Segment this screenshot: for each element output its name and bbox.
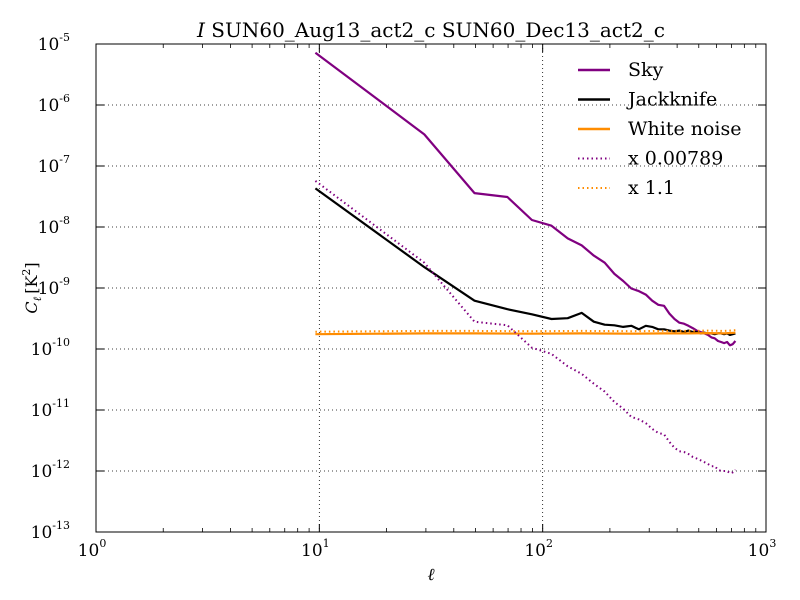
legend-label: x 0.00789 bbox=[628, 148, 723, 170]
x-tick-label: 102 bbox=[524, 537, 553, 561]
axis-tick-labels: 100 101 102 103 10-5 10-6 10-7 10-8 10-9 10-10 10-… bbox=[31, 31, 777, 561]
series-line-x-1-1 bbox=[315, 329, 736, 333]
y-tick-label: 10-13 bbox=[31, 519, 70, 543]
y-tick-label: 10-8 bbox=[38, 214, 70, 238]
y-tick-label: 10-10 bbox=[31, 336, 70, 360]
plot-area bbox=[96, 44, 766, 532]
series-line-x-0-00789 bbox=[314, 180, 737, 475]
legend-label: Sky bbox=[628, 59, 664, 81]
x-tick-label: 100 bbox=[78, 537, 107, 561]
legend-label: x 1.1 bbox=[628, 177, 675, 199]
series-layer bbox=[314, 51, 737, 475]
x-axis-label: ℓ bbox=[427, 565, 434, 585]
y-axis-label: Cℓ[K2] bbox=[20, 262, 44, 313]
grid-lines bbox=[96, 44, 766, 532]
legend: Sky Jackknife White noise x 0.00789 x 1.1 bbox=[578, 59, 742, 199]
x-tick-label: 101 bbox=[301, 537, 330, 561]
y-tick-label: 10-12 bbox=[31, 458, 70, 482]
series-line-sky bbox=[314, 51, 737, 347]
axis-ticks bbox=[95, 43, 767, 533]
y-tick-label: 10-7 bbox=[38, 153, 70, 177]
legend-label: Jackknife bbox=[626, 89, 717, 111]
y-tick-label: 10-11 bbox=[31, 397, 70, 421]
chart-title: I SUN60_Aug13_act2_c SUN60_Dec13_act2_c bbox=[196, 18, 665, 42]
x-tick-label: 103 bbox=[748, 537, 777, 561]
legend-label: White noise bbox=[628, 118, 742, 140]
y-tick-label: 10-9 bbox=[38, 275, 70, 299]
y-tick-label: 10-6 bbox=[38, 92, 70, 116]
y-tick-label: 10-5 bbox=[38, 31, 70, 55]
series-line-white-noise bbox=[315, 331, 736, 336]
